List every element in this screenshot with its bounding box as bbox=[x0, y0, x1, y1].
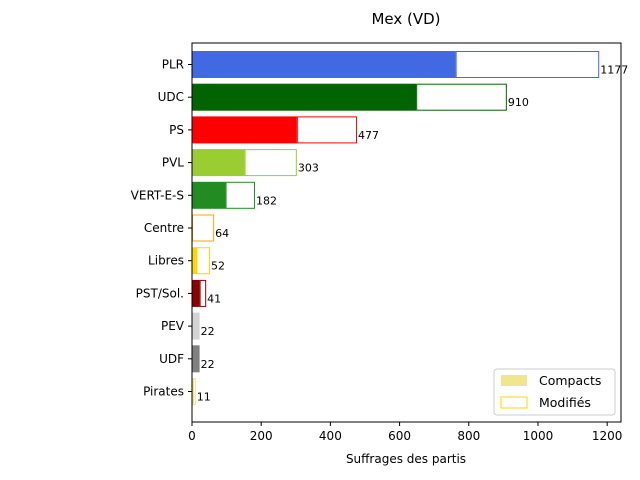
x-tick-label: 400 bbox=[319, 429, 342, 443]
y-tick-label: Pirates bbox=[143, 385, 184, 399]
bar-compacts bbox=[192, 378, 194, 405]
legend-label-compacts: Compacts bbox=[539, 373, 601, 388]
bar-modifies bbox=[416, 83, 507, 111]
bar-compacts bbox=[192, 247, 197, 275]
bar-modifies bbox=[244, 149, 297, 177]
y-tick-label: PEV bbox=[161, 319, 185, 333]
x-axis-label: Suffrages des partis bbox=[346, 452, 466, 466]
y-tick-label: PLR bbox=[162, 58, 184, 72]
bar-compacts bbox=[192, 345, 200, 373]
bar-modifies bbox=[296, 116, 358, 144]
value-label: 910 bbox=[508, 96, 529, 109]
x-tick-label: 600 bbox=[388, 429, 411, 443]
y-tick-label: PVL bbox=[162, 156, 184, 170]
y-tick-label: VERT-E-S bbox=[131, 188, 184, 202]
bar-modifies bbox=[225, 181, 255, 209]
value-label: 477 bbox=[358, 129, 379, 142]
bar-compacts bbox=[192, 116, 297, 144]
value-label: 182 bbox=[256, 194, 277, 207]
value-label: 303 bbox=[298, 162, 319, 175]
value-label: 11 bbox=[197, 391, 211, 404]
legend-swatch-compacts bbox=[501, 375, 527, 386]
bar-modifies bbox=[192, 214, 215, 242]
y-tick-label: UDF bbox=[159, 352, 184, 366]
chart-title: Mex (VD) bbox=[371, 10, 440, 28]
x-tick-label: 1200 bbox=[592, 429, 623, 443]
bar-modifies bbox=[196, 247, 210, 275]
y-tick-label: Libres bbox=[148, 254, 184, 268]
bar-compacts bbox=[192, 149, 245, 177]
bar-compacts bbox=[192, 51, 456, 78]
x-tick-label: 200 bbox=[250, 429, 273, 443]
y-tick-label: UDC bbox=[158, 90, 184, 104]
bar-compacts bbox=[192, 312, 200, 340]
value-label: 41 bbox=[207, 292, 221, 305]
bar-compacts bbox=[192, 83, 417, 111]
plot-frame bbox=[191, 42, 622, 423]
value-label: 22 bbox=[201, 325, 215, 338]
x-tick-label: 800 bbox=[457, 429, 480, 443]
bar-modifies bbox=[193, 378, 196, 405]
value-label: 22 bbox=[201, 358, 215, 371]
x-tick-label: 1000 bbox=[523, 429, 554, 443]
y-tick-label: PST/Sol. bbox=[136, 286, 184, 300]
bar-modifies bbox=[199, 279, 207, 307]
legend-swatch-modifies bbox=[500, 396, 528, 409]
y-tick-label: PS bbox=[169, 123, 184, 137]
legend: Compacts Modifiés bbox=[493, 368, 616, 416]
value-label: 52 bbox=[211, 260, 225, 273]
legend-label-modifies: Modifiés bbox=[539, 395, 591, 410]
y-tick-label: Centre bbox=[144, 221, 184, 235]
bar-modifies bbox=[455, 51, 600, 78]
bars-group: 1177 910 477 303 182 64 52 41 22 22 11 bbox=[192, 51, 628, 405]
value-label: 1177 bbox=[600, 64, 628, 77]
x-axis: 0 200 400 600 800 1000 1200 bbox=[188, 422, 622, 443]
x-tick-label: 0 bbox=[188, 429, 196, 443]
bar-compacts bbox=[192, 181, 226, 209]
bar-compacts bbox=[192, 279, 200, 307]
y-axis: PLR UDC PS PVL VERT-E-S Centre Libres PST/Sol. P… bbox=[131, 58, 192, 399]
value-label: 64 bbox=[215, 227, 229, 240]
